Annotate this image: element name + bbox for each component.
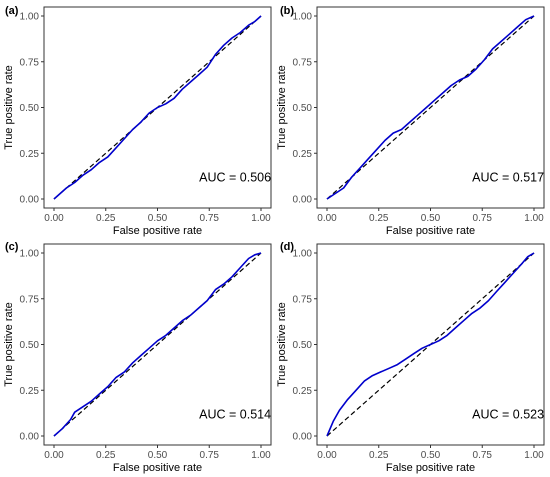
y-tick-label: 0.25 [293, 386, 313, 397]
roc-panel-2: (b) 0.00 0.25 0.50 0.75 1.00 0.00 0.25 0.50 0.75 1… [276, 5, 545, 237]
x-tick-label: 1.00 [251, 450, 271, 461]
x-tick-label: 0.50 [421, 450, 441, 461]
y-tick-label: 0.75 [293, 294, 313, 305]
roc-panel-3: (c) 0.00 0.25 0.50 0.75 1.00 0.00 0.25 0.50 0.75 1… [3, 241, 272, 474]
auc-annotation: AUC = 0.514 [199, 408, 271, 422]
panel-label: (a) [5, 5, 19, 17]
x-tick-label: 0.50 [148, 450, 168, 461]
x-tick-label: 0.75 [473, 213, 493, 224]
auc-annotation: AUC = 0.523 [472, 408, 544, 422]
x-tick-label: 0.25 [369, 213, 389, 224]
roc-curve-line [53, 15, 262, 200]
x-tick-label: 0.75 [473, 450, 493, 461]
x-tick-label: 0.00 [317, 213, 337, 224]
y-tick-label: 0.50 [293, 340, 313, 351]
x-tick-label: 1.00 [524, 450, 544, 461]
x-tick-label: 1.00 [524, 213, 544, 224]
chance-diagonal-line [53, 252, 262, 437]
x-axis-label: False positive rate [113, 462, 202, 474]
chance-diagonal-line [326, 15, 535, 200]
roc-panel-1: (a) 0.00 0.25 0.50 0.75 1.00 0.00 0.25 0.50 0.75 1… [3, 5, 272, 237]
x-tick-label: 0.00 [44, 450, 64, 461]
y-tick-label: 0.75 [20, 57, 40, 68]
x-tick-label: 0.50 [421, 213, 441, 224]
x-tick-label: 0.00 [317, 450, 337, 461]
x-tick-label: 0.75 [200, 213, 220, 224]
y-tick-label: 1.00 [293, 249, 313, 260]
y-tick-label: 0.00 [20, 432, 40, 443]
y-axis-label: True positive rate [3, 65, 15, 150]
y-tick-label: 1.00 [20, 12, 40, 23]
roc-curve-line [53, 252, 262, 437]
roc-panel-4: (d) 0.00 0.25 0.50 0.75 1.00 0.00 0.25 0.50 0.75 1… [276, 241, 545, 474]
panel-label: (c) [5, 241, 19, 253]
y-tick-label: 0.50 [293, 103, 313, 114]
y-tick-label: 0.25 [293, 149, 313, 160]
y-tick-label: 1.00 [20, 249, 40, 260]
panel-label: (d) [280, 241, 294, 253]
roc-curve-line [326, 15, 535, 200]
y-tick-label: 0.75 [293, 57, 313, 68]
x-tick-label: 0.50 [148, 213, 168, 224]
y-tick-label: 0.00 [20, 195, 40, 206]
x-tick-label: 0.75 [200, 450, 220, 461]
x-axis-label: False positive rate [386, 225, 475, 237]
roc-curve-line [326, 252, 535, 437]
y-axis-label: True positive rate [3, 302, 15, 387]
y-tick-label: 0.75 [20, 294, 40, 305]
y-tick-label: 0.50 [20, 340, 40, 351]
y-tick-label: 0.25 [20, 149, 40, 160]
y-tick-label: 0.50 [20, 103, 40, 114]
x-tick-label: 0.25 [369, 450, 389, 461]
y-tick-label: 1.00 [293, 12, 313, 23]
x-axis-label: False positive rate [113, 225, 202, 237]
y-tick-label: 0.25 [20, 386, 40, 397]
y-axis-label: True positive rate [276, 302, 288, 387]
y-axis-label: True positive rate [276, 65, 288, 150]
x-tick-label: 0.25 [96, 213, 116, 224]
auc-annotation: AUC = 0.517 [472, 171, 544, 185]
x-axis-label: False positive rate [386, 462, 475, 474]
x-tick-label: 0.00 [44, 213, 64, 224]
auc-annotation: AUC = 0.506 [199, 171, 271, 185]
panel-label: (b) [280, 5, 294, 17]
x-tick-label: 1.00 [251, 213, 271, 224]
x-tick-label: 0.25 [96, 450, 116, 461]
y-tick-label: 0.00 [293, 432, 313, 443]
y-tick-label: 0.00 [293, 195, 313, 206]
